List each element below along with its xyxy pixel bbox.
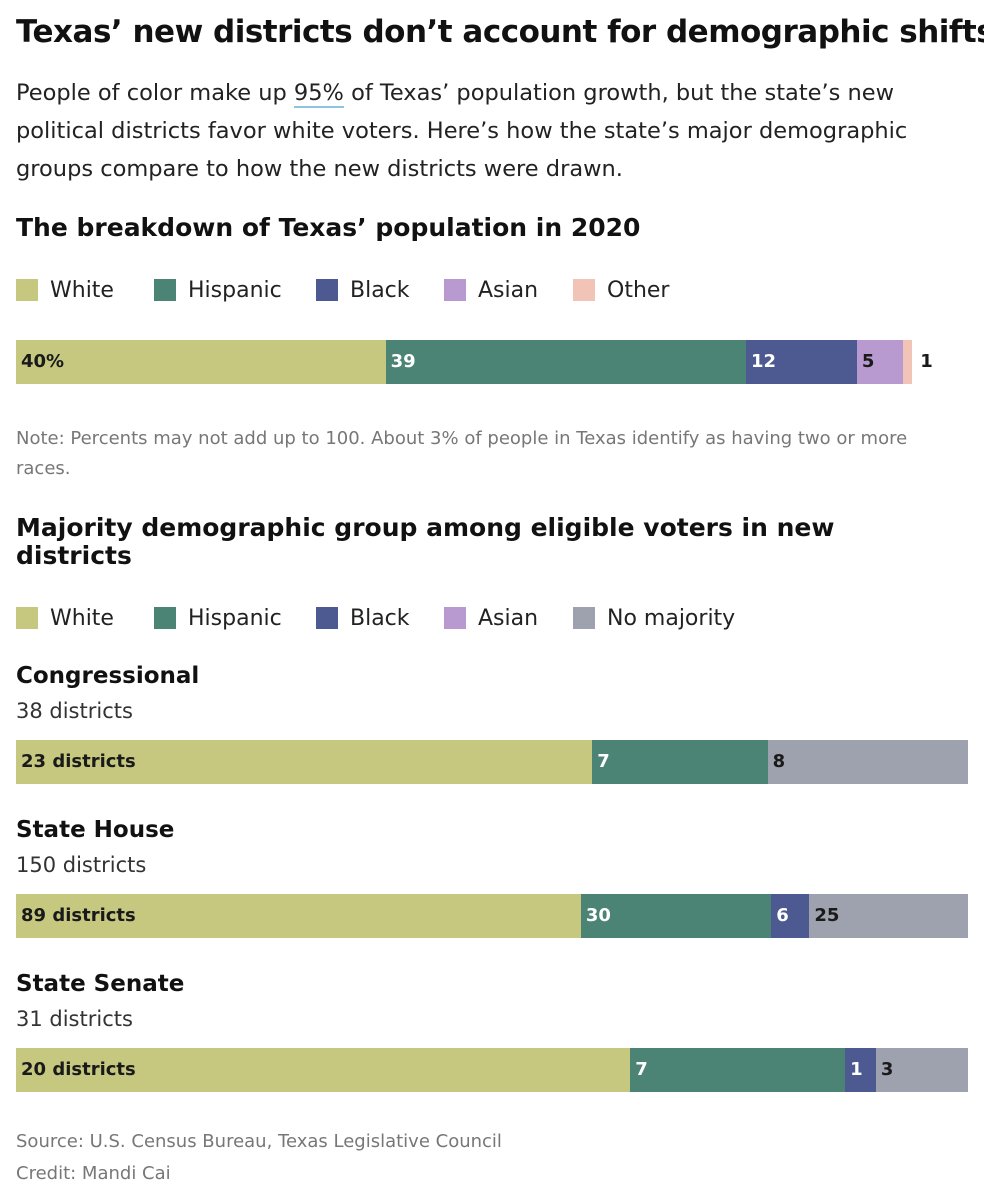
population-legend-label-hispanic: Hispanic bbox=[188, 277, 282, 303]
population-chart-title: The breakdown of Texas’ population in 20… bbox=[16, 213, 641, 242]
districts-legend-item-white: White bbox=[16, 605, 114, 631]
section-title-congressional: Congressional bbox=[16, 663, 200, 689]
state-senate-value-label-white: 20 districts bbox=[21, 1059, 136, 1080]
dek-highlight: 95% bbox=[293, 80, 344, 108]
districts-legend-swatch-no-majority bbox=[573, 607, 595, 629]
state-senate-segment-white bbox=[16, 1048, 631, 1092]
districts-legend-label-asian: Asian bbox=[478, 605, 539, 631]
population-bar: 40% 39 12 5 1 bbox=[16, 340, 968, 384]
population-value-label-hispanic: 39 bbox=[390, 351, 416, 372]
districts-legend-item-hispanic: Hispanic bbox=[154, 605, 282, 631]
population-legend-item-other: Other bbox=[573, 277, 670, 303]
population-value-label-black: 12 bbox=[750, 351, 777, 372]
congressional-segment-hispanic bbox=[592, 740, 768, 784]
population-segment-black bbox=[745, 340, 857, 384]
state-house-segment-black bbox=[771, 894, 810, 938]
population-legend-swatch-asian bbox=[444, 279, 466, 301]
state-house-bar: 89 districts 30 6 25 bbox=[16, 894, 968, 938]
dek-text-before: People of color make up bbox=[16, 80, 294, 106]
congressional-value-label-white: 23 districts bbox=[21, 751, 136, 772]
state-senate-value-label-hispanic: 7 bbox=[635, 1059, 648, 1080]
districts-legend-item-no-majority: No majority bbox=[573, 605, 736, 631]
dek: People of color make up 95% of Texas’ po… bbox=[16, 74, 966, 188]
congressional-bar: 23 districts 7 8 bbox=[16, 740, 968, 784]
population-legend-item-white: White bbox=[16, 277, 114, 303]
population-legend-label-other: Other bbox=[607, 277, 670, 303]
population-legend-label-black: Black bbox=[350, 277, 410, 303]
credit-line: Credit: Mandi Cai bbox=[16, 1163, 171, 1184]
population-legend-item-hispanic: Hispanic bbox=[154, 277, 282, 303]
population-note: Note: Percents may not add up to 100. Ab… bbox=[16, 428, 908, 479]
section-title-state-house: State House bbox=[16, 817, 175, 843]
districts-legend-swatch-asian bbox=[444, 607, 466, 629]
districts-legend-label-white: White bbox=[50, 605, 114, 631]
districts-legend-swatch-hispanic bbox=[154, 607, 176, 629]
section-subtitle-state-house: 150 districts bbox=[16, 853, 147, 877]
state-senate-segment-hispanic bbox=[630, 1048, 846, 1092]
state-house-segment-no-majority bbox=[809, 894, 968, 938]
source-line: Source: U.S. Census Bureau, Texas Legisl… bbox=[16, 1131, 502, 1152]
congressional-segment-no-majority bbox=[767, 740, 968, 784]
population-segment-other bbox=[903, 340, 913, 384]
population-segment-white bbox=[16, 340, 386, 384]
state-house-value-label-no-majority: 25 bbox=[814, 905, 840, 926]
population-legend-swatch-hispanic bbox=[154, 279, 176, 301]
state-senate-value-label-no-majority: 3 bbox=[880, 1059, 894, 1080]
population-legend-label-asian: Asian bbox=[478, 277, 539, 303]
districts-legend-label-hispanic: Hispanic bbox=[188, 605, 282, 631]
districts-legend-label-black: Black bbox=[350, 605, 410, 631]
population-legend-label-white: White bbox=[50, 277, 114, 303]
state-house-segment-white bbox=[16, 894, 581, 938]
state-house-value-label-black: 6 bbox=[776, 905, 789, 926]
population-legend-swatch-white bbox=[16, 279, 38, 301]
districts-legend-label-no-majority: No majority bbox=[607, 605, 736, 631]
population-value-label-other: 1 bbox=[920, 351, 933, 372]
population-legend-swatch-black bbox=[316, 279, 338, 301]
state-senate-segment-no-majority bbox=[875, 1048, 968, 1092]
districts-chart-title: Majority demographic group among eligibl… bbox=[16, 513, 835, 570]
population-legend: White Hispanic Black Asian Other bbox=[16, 277, 966, 303]
section-title-state-senate: State Senate bbox=[16, 971, 185, 997]
districts-legend: White Hispanic Black Asian No majority bbox=[16, 605, 966, 631]
state-house-value-label-hispanic: 30 bbox=[585, 905, 611, 926]
population-legend-item-asian: Asian bbox=[444, 277, 539, 303]
districts-legend-swatch-white bbox=[16, 607, 38, 629]
population-value-label-white: 40% bbox=[21, 351, 65, 372]
state-senate-bar: 20 districts 7 1 3 bbox=[16, 1048, 968, 1092]
population-segment-hispanic bbox=[385, 340, 746, 384]
congressional-value-label-hispanic: 7 bbox=[597, 751, 610, 772]
congressional-segment-white bbox=[16, 740, 593, 784]
districts-legend-item-black: Black bbox=[316, 605, 410, 631]
districts-legend-item-asian: Asian bbox=[444, 605, 539, 631]
population-legend-item-black: Black bbox=[316, 277, 410, 303]
population-value-label-asian: 5 bbox=[861, 351, 875, 372]
state-senate-segment-black bbox=[845, 1048, 876, 1092]
state-senate-value-label-black: 1 bbox=[850, 1059, 863, 1080]
section-subtitle-state-senate: 31 districts bbox=[16, 1007, 133, 1031]
congressional-value-label-no-majority: 8 bbox=[772, 751, 786, 772]
state-house-segment-hispanic bbox=[580, 894, 772, 938]
section-subtitle-congressional: 38 districts bbox=[16, 699, 133, 723]
headline: Texas’ new districts don’t account for d… bbox=[16, 14, 984, 50]
state-house-value-label-white: 89 districts bbox=[21, 905, 136, 926]
dek-text-after: of Texas’ population growth, but the sta… bbox=[16, 80, 908, 182]
population-segment-asian bbox=[856, 340, 904, 384]
population-legend-swatch-other bbox=[573, 279, 595, 301]
districts-legend-swatch-black bbox=[316, 607, 338, 629]
